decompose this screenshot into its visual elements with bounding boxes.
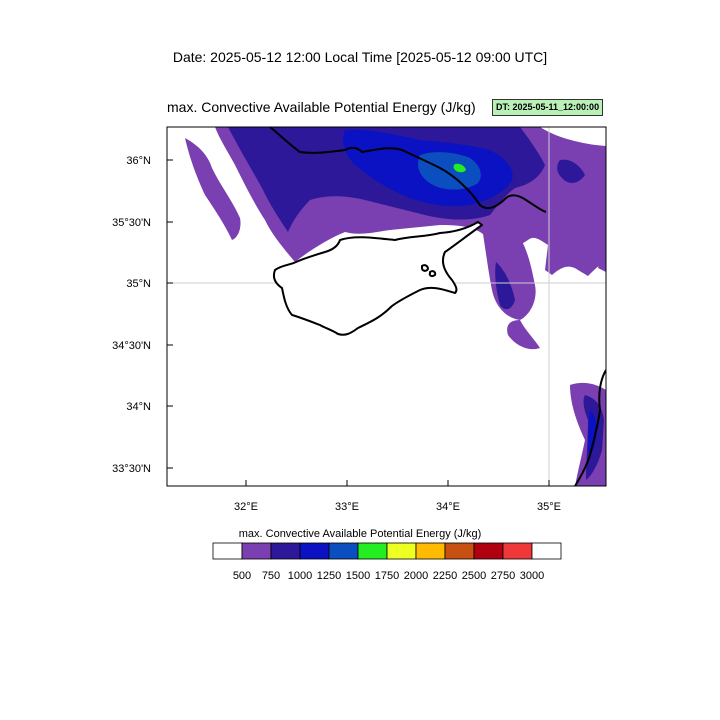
lat-label-34-30n: 34°30'N: [112, 340, 151, 352]
cape-1000-1250-southeast: [588, 410, 597, 454]
cape-1500-1750-core: [453, 163, 466, 173]
colorbar-swatch: [270, 542, 301, 560]
colorbar-swatch: [531, 542, 562, 560]
colorbar-swatch: [328, 542, 359, 560]
colorbar: [212, 542, 562, 560]
lat-label-35n: 35°N: [126, 278, 151, 290]
colorbar-swatch: [502, 542, 533, 560]
colorbar-tick-label: 1750: [375, 570, 399, 582]
cape-500-750-east-tongue: [480, 215, 536, 320]
lat-label-35-30n: 35°30'N: [112, 217, 151, 229]
map-frame: [166, 126, 607, 487]
lon-label-34e: 34°E: [436, 501, 460, 513]
cyprus-coastline: [272, 221, 483, 336]
colorbar-tick-label: 750: [262, 570, 280, 582]
colorbar-tick-label: 3000: [520, 570, 544, 582]
colorbar-swatch: [212, 542, 243, 560]
islet: [421, 264, 429, 272]
colorbar-tick-label: 2000: [404, 570, 428, 582]
colorbar-swatch: [357, 542, 388, 560]
lon-label-35e: 35°E: [537, 501, 561, 513]
colorbar-tick-label: 2250: [433, 570, 457, 582]
turkey-coastline: [269, 127, 547, 213]
cape-500-750-west: [185, 138, 241, 240]
colorbar-title: max. Convective Available Potential Ener…: [238, 528, 482, 540]
map-title: max. Convective Available Potential Ener…: [167, 99, 476, 115]
axis-ticks: [167, 159, 550, 486]
cape-1250-1500-core: [417, 152, 481, 190]
levant-coastline: [574, 369, 606, 486]
colorbar-labels: 500 750 1000 1250 1500 1750 2000 2250 2500 2750 30…: [233, 570, 544, 582]
colorbar-swatch: [241, 542, 272, 560]
colorbar-swatch: [386, 542, 417, 560]
cape-field: [185, 127, 606, 486]
cape-750-1000-tongue: [495, 262, 515, 310]
lon-label-33e: 33°E: [335, 501, 359, 513]
coastlines: [269, 127, 606, 486]
lat-label-33-30n: 33°30'N: [112, 463, 151, 475]
cape-500-750-south-tongue: [507, 320, 540, 350]
lon-label-32e: 32°E: [234, 501, 258, 513]
dt-badge: DT: 2025-05-11_12:00:00: [492, 99, 604, 116]
colorbar-tick-label: 500: [233, 570, 251, 582]
colorbar-tick-label: 1500: [346, 570, 370, 582]
colorbar-tick-label: 2750: [491, 570, 515, 582]
colorbar-swatch: [415, 542, 446, 560]
lat-label-34n: 34°N: [126, 401, 151, 413]
colorbar-swatch: [299, 542, 330, 560]
cape-500-750-east-edge: [598, 255, 606, 272]
colorbar-tick-label: 1250: [317, 570, 341, 582]
colorbar-swatch: [444, 542, 475, 560]
date-line: Date: 2025-05-12 12:00 Local Time [2025-…: [172, 49, 548, 65]
lat-label-36n: 36°N: [126, 155, 151, 167]
colorbar-tick-label: 2500: [462, 570, 486, 582]
colorbar-swatch: [473, 542, 504, 560]
colorbar-tick-label: 1000: [288, 570, 312, 582]
islet-2: [428, 270, 437, 278]
cape-750-1000-east: [557, 159, 585, 183]
